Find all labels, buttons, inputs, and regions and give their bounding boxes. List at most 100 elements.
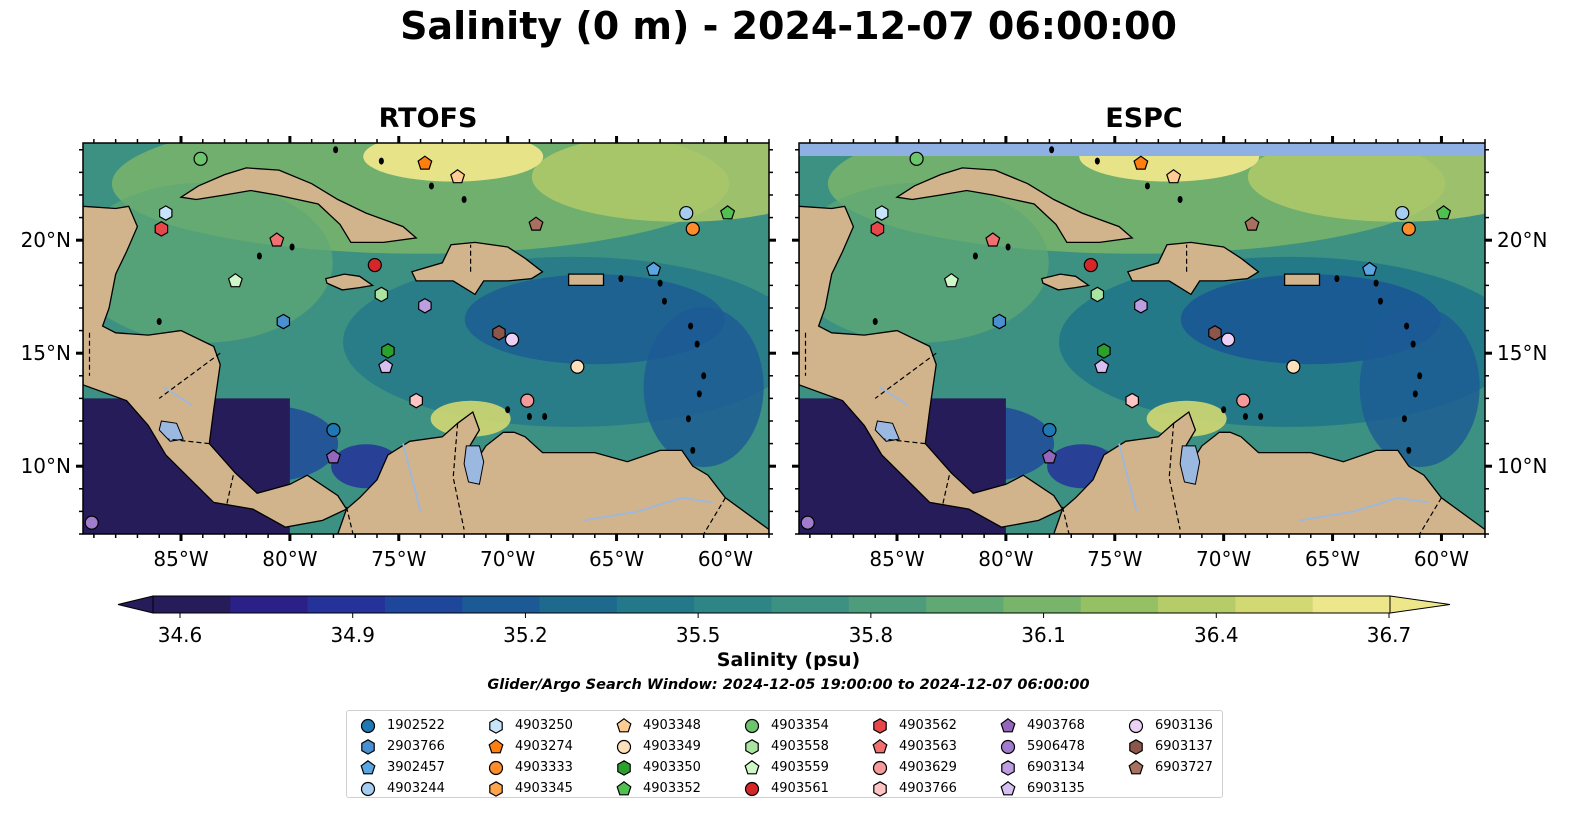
- legend-label: 4903562: [899, 718, 957, 733]
- map-rtofs: [83, 143, 769, 566]
- lat-tick-label: 10°N: [1497, 454, 1547, 478]
- pentagon-marker-icon: [488, 738, 504, 753]
- float-marker-4903333: [1401, 221, 1416, 236]
- legend-label: 4903345: [515, 781, 573, 796]
- float-marker-4903350: [1097, 343, 1111, 359]
- no-data-strip: [799, 143, 1485, 156]
- float-marker-6903136: [1220, 332, 1236, 347]
- float-marker-4903333: [685, 221, 700, 236]
- float-marker-4903349: [1286, 359, 1301, 374]
- float-marker-4903563: [985, 232, 1001, 247]
- float-marker-2903766: [992, 313, 1007, 330]
- legend-column: 4903562 4903563 4903629 4903766: [869, 715, 994, 799]
- legend-entry: 4903354: [741, 715, 866, 736]
- panel-title-espc: ESPC: [1105, 103, 1183, 134]
- float-marker-4903768: [1041, 449, 1057, 464]
- legend-entry: 4903768: [997, 715, 1122, 736]
- legend-entry: 6903136: [1125, 715, 1250, 736]
- circle-marker-icon: [616, 739, 632, 754]
- lat-tick-label: 20°N: [21, 228, 71, 252]
- hexagon-marker-icon: [489, 780, 503, 797]
- circle-marker-icon: [872, 760, 888, 775]
- legend-marker-5906478: [1000, 739, 1016, 754]
- map-espc: [799, 143, 1485, 534]
- float-marker-2903766: [276, 313, 291, 330]
- legend-marker-4903244: [360, 781, 376, 796]
- legend-entry: 4903348: [613, 715, 738, 736]
- pentagon-marker-icon: [1128, 759, 1144, 774]
- legend-marker-4903562: [873, 717, 887, 734]
- float-marker-6903135: [378, 358, 394, 374]
- legend-marker-4903558: [745, 738, 759, 755]
- float-marker-4903561: [367, 257, 382, 273]
- lon-tick-label: 65°W: [1305, 547, 1360, 571]
- circle-marker-icon: [360, 781, 376, 796]
- hexagon-marker-icon: [873, 717, 887, 734]
- legend-label: 4903350: [643, 760, 701, 775]
- legend-entry: 6903727: [1125, 757, 1250, 778]
- legend-marker-4903352: [616, 780, 632, 795]
- map-frame-rtofs: [82, 142, 770, 535]
- float-marker-4903561: [1083, 257, 1098, 273]
- float-marker-6903727: [528, 216, 544, 231]
- legend-label: 6903135: [1027, 781, 1085, 796]
- legend-entry: 4903766: [869, 778, 994, 799]
- legend-marker-4903559: [744, 759, 760, 774]
- colorbar-label: Salinity (psu): [716, 649, 861, 671]
- legend-column: 1902522 2903766 3902457 4903244: [357, 715, 482, 799]
- legend-label: 1902522: [387, 718, 445, 733]
- legend-label: 6903137: [1155, 739, 1213, 754]
- float-marker-4903352: [720, 205, 736, 220]
- legend-label: 5906478: [1027, 739, 1085, 754]
- float-marker-4903562: [870, 221, 885, 237]
- float-legend: 1902522 2903766 3902457 4903244 4903250 49032…: [346, 710, 1223, 798]
- lon-tick-label: 75°W: [371, 547, 426, 571]
- legend-entry: 4903250: [485, 715, 610, 736]
- legend-marker-3902457: [360, 759, 376, 774]
- hexagon-marker-icon: [873, 780, 887, 797]
- float-marker-4903348: [450, 169, 466, 184]
- legend-entry: 4903558: [741, 736, 866, 757]
- map-frame-espc: [798, 142, 1486, 535]
- circle-marker-icon: [488, 760, 504, 775]
- float-marker-6903727: [1244, 216, 1260, 231]
- float-marker-4903348: [1166, 169, 1182, 184]
- legend-marker-4903563: [872, 738, 888, 753]
- float-marker-6903134: [418, 297, 432, 314]
- legend-column: 4903250 4903274 4903333 4903345: [485, 715, 610, 799]
- legend-marker-2903766: [361, 738, 375, 755]
- hexagon-marker-icon: [617, 759, 631, 776]
- float-marker-4903350: [381, 343, 395, 359]
- lon-tick-label: 80°W: [262, 547, 317, 571]
- legend-marker-6903134: [1001, 759, 1015, 776]
- legend-entry: 4903563: [869, 736, 994, 757]
- float-marker-4903629: [1236, 393, 1251, 408]
- lon-tick-label: 70°W: [1196, 547, 1251, 571]
- float-marker-4903354: [909, 151, 924, 166]
- float-marker-4903354: [193, 151, 208, 166]
- float-marker-4903559: [943, 272, 959, 288]
- legend-marker-1902522: [360, 718, 376, 733]
- legend-label: 6903136: [1155, 718, 1213, 733]
- legend-entry: 2903766: [357, 736, 482, 757]
- float-marker-3902457: [1362, 261, 1378, 276]
- pentagon-marker-icon: [616, 780, 632, 795]
- legend-marker-4903274: [488, 738, 504, 753]
- float-marker-4903244: [1395, 205, 1410, 221]
- float-marker-4903345: [240, 552, 252, 566]
- float-marker-6903136: [504, 332, 520, 347]
- float-marker-6903134: [1134, 297, 1148, 314]
- legend-label: 4903349: [643, 739, 701, 754]
- hexagon-marker-icon: [1001, 759, 1015, 776]
- float-marker-4903274: [1133, 155, 1149, 170]
- figure-title: Salinity (0 m) - 2024-12-07 06:00:00: [400, 4, 1177, 48]
- legend-label: 3902457: [387, 760, 445, 775]
- circle-marker-icon: [744, 718, 760, 733]
- legend-entry: 4903561: [741, 778, 866, 799]
- pentagon-marker-icon: [872, 738, 888, 753]
- legend-entry: 4903352: [613, 778, 738, 799]
- legend-entry: 4903562: [869, 715, 994, 736]
- legend-column: 4903768 5906478 6903134 6903135: [997, 715, 1122, 799]
- float-marker-6903137: [1208, 325, 1222, 341]
